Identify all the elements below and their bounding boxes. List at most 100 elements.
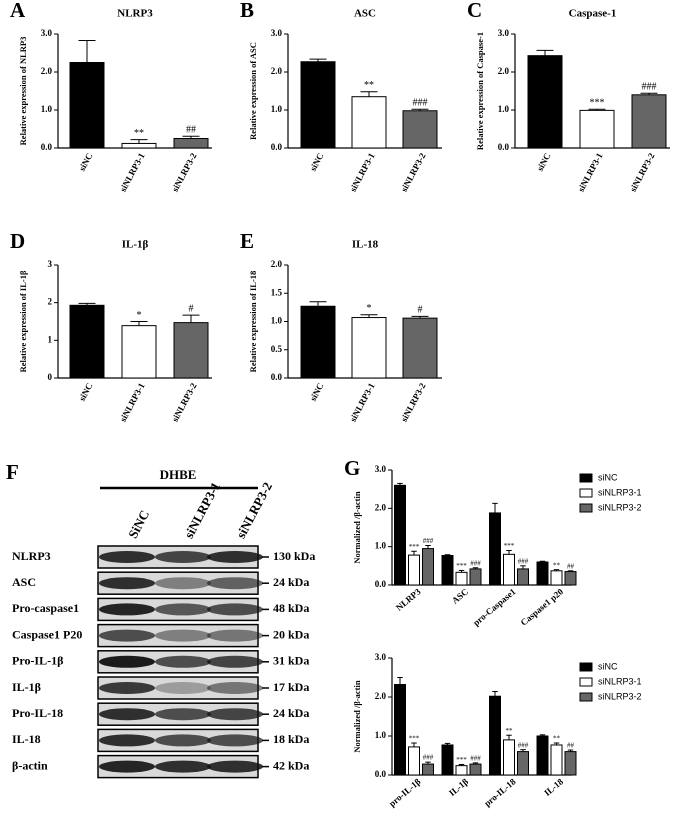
x-tick-label: siNLRP3-1: [576, 151, 605, 194]
x-tick-label: pro-IL-18: [482, 776, 518, 808]
significance-label: #: [418, 305, 423, 316]
x-tick-label: Caspase1 p20: [519, 586, 566, 628]
y-tick-label: 3.0: [375, 464, 387, 474]
y-axis-label: Normalized /β-actin: [352, 491, 362, 563]
bar: [489, 695, 501, 776]
protein-label: Pro-IL-1β: [12, 654, 63, 668]
bar: [441, 744, 454, 776]
y-tick-label: 1.0: [375, 730, 387, 740]
bar: [300, 305, 336, 379]
bar: [422, 763, 434, 776]
x-tick-label: IL-18: [542, 776, 565, 798]
y-tick-label: 3.0: [41, 28, 53, 38]
blot-band: [155, 551, 211, 563]
error-bar: [567, 749, 574, 752]
significance-label: ***: [456, 562, 467, 570]
blot-band: [207, 629, 263, 642]
significance-label: #: [189, 303, 194, 314]
panel-label: F: [6, 460, 19, 484]
x-tick-label: pro-IL-1β: [387, 776, 423, 808]
error-bar: [411, 108, 429, 111]
legend-label: siNC: [598, 661, 618, 671]
blot-band: [155, 682, 211, 694]
bar: [550, 744, 563, 776]
bar: [469, 568, 482, 586]
panel-label: E: [240, 229, 254, 253]
x-tick-label: siNC: [535, 151, 553, 172]
y-tick-label: 2: [48, 297, 53, 307]
blot-band: [99, 629, 155, 642]
error-bar: [539, 560, 546, 562]
blot-band: [207, 760, 263, 773]
x-tick-label: siNC: [308, 381, 326, 402]
bar: [441, 554, 454, 586]
protein-label: Caspase1 P20: [12, 627, 82, 641]
x-tick-label: siNC: [77, 381, 95, 402]
bar: [351, 96, 387, 149]
legend-label: siNLRP3-2: [598, 502, 642, 512]
bar: [69, 304, 105, 379]
x-tick-label: siNLRP3-1: [118, 151, 147, 194]
error-bar: [130, 139, 148, 144]
error-bar: [309, 301, 327, 307]
bar: [455, 765, 468, 776]
y-tick-label: 0.5: [271, 344, 283, 354]
blot-band: [207, 655, 263, 668]
significance-label: ###: [470, 755, 481, 763]
y-axis-label: Normalized /β-actin: [352, 680, 362, 752]
bar: [402, 110, 438, 149]
blot-band: [207, 577, 263, 590]
error-bar: [536, 49, 554, 56]
y-tick-label: 0.0: [271, 372, 283, 382]
bar: [489, 512, 501, 586]
error-bar: [553, 742, 560, 745]
x-tick-label: siNLRP3-1: [118, 381, 147, 424]
error-bar: [588, 108, 606, 111]
significance-label: ***: [590, 98, 605, 109]
blot-band: [99, 551, 155, 563]
y-tick-label: 0.0: [271, 142, 283, 152]
blot-band: [99, 734, 155, 747]
error-bar: [182, 314, 200, 323]
x-tick-label: siNLRP3-2: [170, 381, 199, 424]
error-bar: [78, 39, 96, 63]
error-bar: [425, 761, 431, 765]
y-tick-label: 0.0: [498, 142, 510, 152]
significance-label: **: [364, 80, 374, 91]
significance-label: ***: [456, 756, 467, 764]
size-label: 48 kDa: [273, 601, 309, 615]
bar: [173, 138, 209, 149]
y-tick-label: 0.0: [375, 769, 387, 779]
bar: [503, 553, 515, 586]
error-bar: [472, 762, 479, 765]
error-bar: [309, 58, 327, 62]
error-bar: [411, 315, 429, 319]
bar: [394, 684, 406, 776]
error-bar: [411, 550, 417, 556]
blot-band: [99, 708, 155, 721]
bar: [402, 317, 438, 379]
y-axis-label: Relative expression of IL-18: [248, 271, 258, 373]
size-label: 18 kDa: [273, 732, 309, 746]
y-tick-label: 2.0: [41, 66, 53, 76]
bar: [408, 746, 420, 776]
bar: [564, 751, 577, 776]
bar: [517, 751, 529, 776]
error-bar: [539, 734, 546, 736]
bar: [69, 62, 105, 149]
error-bar: [492, 502, 498, 513]
error-bar: [182, 135, 200, 139]
bar: [121, 325, 157, 379]
bar: [579, 109, 615, 149]
bar: [564, 571, 577, 586]
y-axis-label: Relative expression of IL-1β: [18, 270, 28, 372]
significance-label: ##: [186, 125, 196, 136]
significance-label: ###: [642, 82, 657, 93]
y-tick-label: 1.5: [271, 287, 283, 297]
blot-band: [207, 551, 263, 563]
blot-band: [99, 603, 155, 616]
bar: [351, 317, 387, 379]
y-tick-label: 2.0: [498, 66, 510, 76]
chart-title: NLRP3: [117, 8, 153, 20]
significance-label: ###: [423, 754, 434, 762]
